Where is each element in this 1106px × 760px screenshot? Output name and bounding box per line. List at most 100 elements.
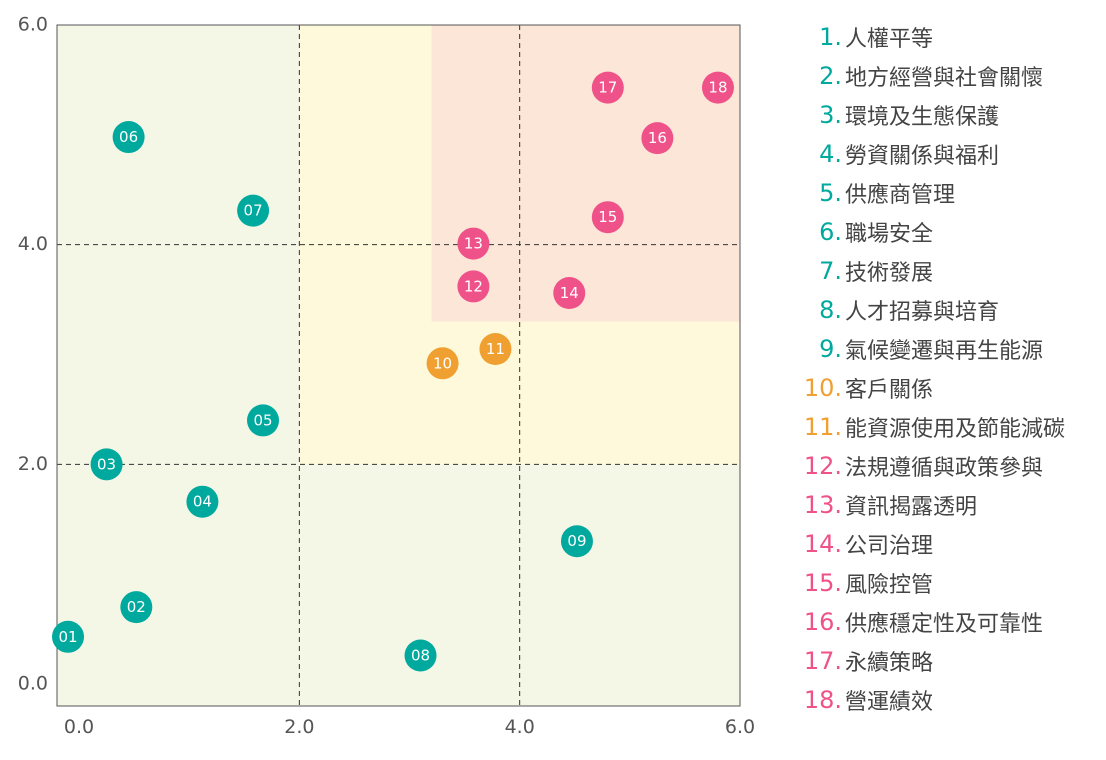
legend-number: 9. — [819, 334, 842, 363]
legend-item: 18. 營運績效 — [790, 680, 1100, 719]
point-label: 12 — [464, 277, 483, 295]
legend-item: 14. 公司治理 — [790, 524, 1100, 563]
legend-label: 能資源使用及節能減碳 — [845, 416, 1066, 442]
point-label: 01 — [58, 628, 77, 646]
point-label: 18 — [708, 79, 727, 97]
point-label: 04 — [193, 493, 212, 511]
x-tick-label: 6.0 — [725, 716, 755, 738]
point-marker — [186, 485, 219, 518]
point-marker — [553, 277, 586, 310]
legend-label: 風險控管 — [845, 572, 934, 598]
point-marker — [701, 71, 734, 104]
y-tick-label: 6.0 — [18, 14, 48, 36]
legend-label: 職場安全 — [845, 221, 934, 247]
legend-item: 13. 資訊揭露透明 — [790, 485, 1100, 524]
legend-item: 16. 供應穩定性及可靠性 — [790, 602, 1100, 641]
legend-item: 15. 風險控管 — [790, 563, 1100, 602]
legend-item: 9. 氣候變遷與再生能源 — [790, 329, 1100, 368]
legend-item: 1. 人權平等 — [790, 17, 1100, 56]
legend-item: 4. 勞資關係與福利 — [790, 134, 1100, 173]
legend-number: 11. — [803, 412, 842, 441]
legend-label: 法規遵循與政策參與 — [845, 455, 1044, 481]
legend-item: 6. 職場安全 — [790, 212, 1100, 251]
legend-label: 人才招募與培育 — [845, 299, 1000, 325]
point-label: 08 — [411, 646, 430, 664]
point-label: 03 — [97, 455, 116, 473]
point-marker — [120, 591, 153, 624]
legend-item: 17. 永續策略 — [790, 641, 1100, 680]
data-point-15: 15 — [591, 201, 624, 234]
data-point-12: 12 — [457, 270, 490, 303]
x-tick-label: 0.0 — [64, 716, 94, 738]
legend-label: 供應商管理 — [845, 182, 956, 208]
point-marker — [479, 333, 512, 366]
data-point-14: 14 — [553, 277, 586, 310]
legend-label: 客戶關係 — [845, 377, 934, 403]
legend-item: 8. 人才招募與培育 — [790, 290, 1100, 329]
legend-number: 16. — [803, 607, 842, 636]
legend-number: 18. — [803, 685, 842, 714]
point-marker — [404, 639, 437, 672]
legend-label: 地方經營與社會關懷 — [845, 65, 1044, 91]
legend-number: 3. — [819, 100, 842, 129]
point-marker — [457, 270, 490, 303]
data-point-01: 01 — [52, 620, 85, 653]
legend-number: 4. — [819, 139, 842, 168]
data-point-02: 02 — [120, 591, 153, 624]
legend-item: 5. 供應商管理 — [790, 173, 1100, 212]
data-point-11: 11 — [479, 333, 512, 366]
x-tick-label: 4.0 — [505, 716, 535, 738]
plot-zones — [57, 25, 740, 706]
legend-item: 3. 環境及生態保護 — [790, 95, 1100, 134]
data-point-03: 03 — [90, 448, 123, 481]
point-marker — [591, 71, 624, 104]
legend-label: 勞資關係與福利 — [845, 143, 1000, 169]
point-label: 15 — [598, 208, 617, 226]
data-points: 01 02 03 04 05 06 07 08 09 10 11 12 13 14 15 16 17 18 — [52, 71, 734, 672]
point-label: 16 — [648, 129, 667, 147]
data-point-18: 18 — [701, 71, 734, 104]
legend-label: 人權平等 — [845, 26, 934, 52]
data-point-04: 04 — [186, 485, 219, 518]
point-marker — [457, 227, 490, 260]
point-label: 06 — [119, 128, 138, 146]
data-point-13: 13 — [457, 227, 490, 260]
point-marker — [247, 404, 280, 437]
legend-item: 11. 能資源使用及節能減碳 — [790, 407, 1100, 446]
y-tick-label: 4.0 — [18, 233, 48, 255]
data-point-06: 06 — [112, 121, 145, 154]
legend-item: 10. 客戶關係 — [790, 368, 1100, 407]
point-marker — [52, 620, 85, 653]
data-point-16: 16 — [641, 122, 674, 155]
legend-number: 8. — [819, 295, 842, 324]
legend-label: 技術發展 — [845, 260, 934, 286]
point-label: 05 — [253, 411, 272, 429]
point-marker — [560, 525, 593, 558]
y-tick-label: 0.0 — [18, 673, 48, 695]
legend-item: 7. 技術發展 — [790, 251, 1100, 290]
point-label: 13 — [464, 235, 483, 253]
point-marker — [90, 448, 123, 481]
legend-number: 15. — [803, 568, 842, 597]
point-marker — [591, 201, 624, 234]
legend: 1. 人權平等 2. 地方經營與社會關懷 3. 環境及生態保護 4. 勞資關係與福利 5. 供應商… — [790, 17, 1100, 719]
y-tick-label: 2.0 — [18, 453, 48, 475]
point-label: 10 — [433, 354, 452, 372]
legend-number: 14. — [803, 529, 842, 558]
legend-item: 12. 法規遵循與政策參與 — [790, 446, 1100, 485]
legend-number: 13. — [803, 490, 842, 519]
legend-label: 營運績效 — [845, 689, 934, 715]
legend-label: 環境及生態保護 — [845, 104, 1000, 130]
data-point-10: 10 — [426, 347, 459, 380]
legend-number: 5. — [819, 178, 842, 207]
data-point-05: 05 — [247, 404, 280, 437]
point-label: 11 — [486, 340, 505, 358]
point-label: 17 — [598, 79, 617, 97]
legend-number: 7. — [819, 256, 842, 285]
plot-frame — [56, 24, 741, 707]
legend-label: 永續策略 — [845, 650, 934, 676]
legend-number: 2. — [819, 61, 842, 90]
data-point-09: 09 — [560, 525, 593, 558]
point-marker — [426, 347, 459, 380]
y-axis-ticks: 0.0 2.0 4.0 6.0 — [18, 14, 48, 695]
